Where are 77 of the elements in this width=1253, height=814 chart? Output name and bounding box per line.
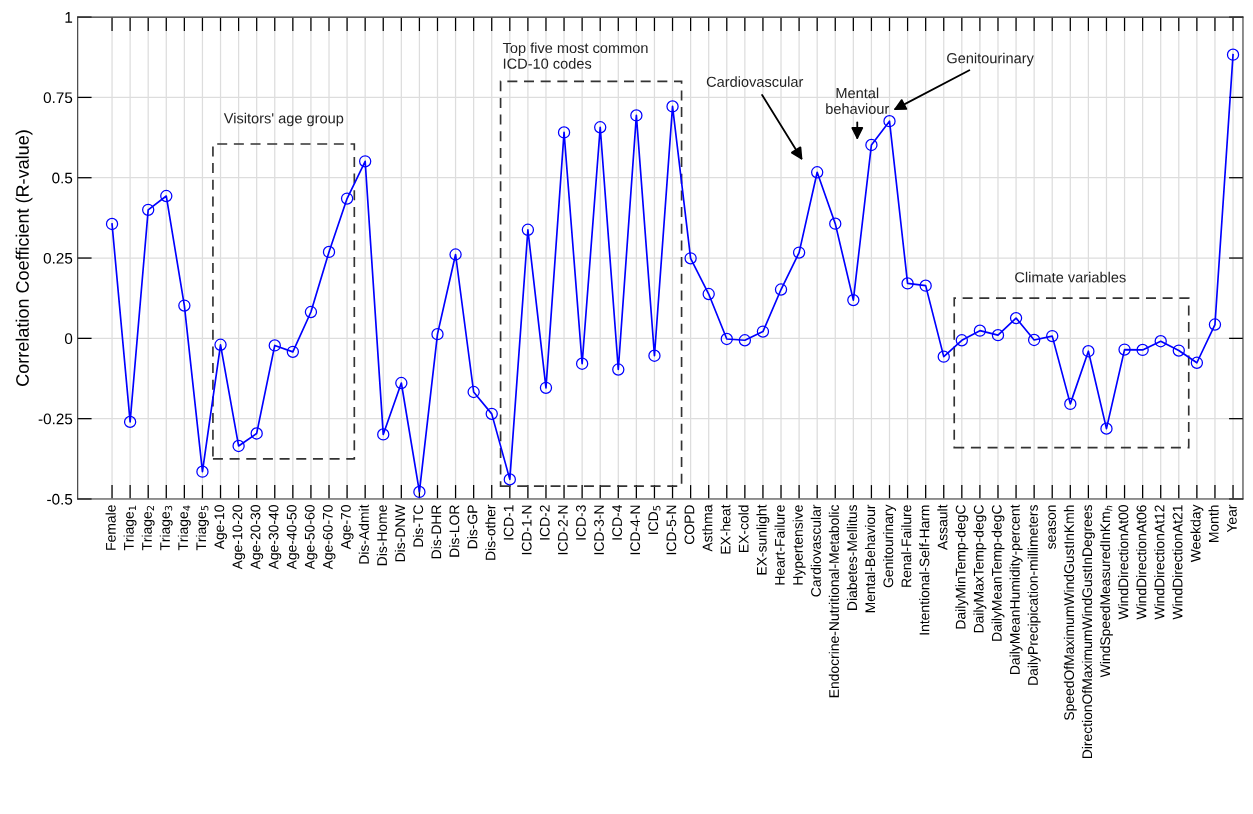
x-tick-label: ICD-3 — [576, 505, 586, 540]
x-tick-label: ICD-1 — [503, 505, 514, 540]
annotation: Mental behaviour — [826, 87, 890, 114]
x-tick-label: Weekday — [1190, 504, 1204, 563]
x-tick-label: Triage$_{5}$ — [195, 505, 209, 551]
x-tick-label: ICD-2 — [539, 505, 550, 540]
x-tick-label: Dis-DNW — [394, 504, 406, 562]
x-tick-label: Age-60-70 — [322, 505, 336, 570]
x-tick-label: WindDirectionAt00 — [1118, 505, 1129, 620]
x-tick-label: ICD-3-N — [594, 505, 604, 555]
annotation: Visitors' age group — [223, 112, 344, 127]
x-tick-label: Triage$_{4}$ — [177, 505, 191, 551]
x-tick-label: Diabetes-Mellitus — [846, 505, 858, 610]
y-tick-label: 0.5 — [52, 172, 73, 184]
y-tick-label: 0.25 — [43, 252, 73, 264]
y-tick-label: 1 — [65, 12, 73, 23]
x-tick-label: DailyPrecipication-millimeters — [1027, 505, 1041, 685]
x-tick-label: ICD-4-N — [630, 505, 641, 555]
x-tick-label: Age-30-40 — [268, 505, 282, 570]
x-tick-label: Dis-LOR — [449, 505, 460, 557]
x-tick-label: Dis-TC — [412, 505, 424, 547]
x-tick-label: Female — [105, 505, 116, 550]
x-tick-label: COPD — [684, 505, 695, 544]
x-tick-label: WindSpeedMeasuredInKm$_{h}$ — [1099, 505, 1113, 678]
x-tick-label: season — [1048, 505, 1056, 549]
x-tick-label: Triage$_{3}$ — [159, 505, 173, 551]
y-axis-title: Correlation Coefficient (R-value) — [15, 130, 33, 386]
y-tick-label: 0.75 — [43, 92, 73, 104]
x-tick-label: Dis-Home — [376, 505, 387, 566]
x-tick-label: Asthma — [702, 504, 713, 552]
x-tick-label: Genitourinary — [883, 504, 896, 588]
x-tick-label: Year — [1227, 504, 1237, 533]
x-tick-label: DirectionOfMaximumWindGustInDegrees — [1081, 505, 1095, 759]
x-tick-label: ICD$_{5}$ — [648, 505, 661, 534]
annotation: Top five most common ICD-10 codes — [502, 42, 648, 69]
x-tick-label: SpeedOfMaximumWindGustInKmh — [1063, 505, 1077, 721]
x-tick-label: EX-heat — [720, 504, 731, 554]
x-tick-label: Endocrine-Nutritional-Metabolic — [828, 504, 839, 698]
x-tick-label: Age-70 — [340, 505, 354, 550]
x-tick-label: Heart-Failure — [774, 505, 785, 585]
x-tick-label: Month — [1208, 505, 1219, 542]
y-tick-label: -0.25 — [38, 413, 73, 425]
x-tick-label: Renal-Failure — [901, 505, 912, 587]
x-tick-label: Mental-Behaviour — [864, 504, 876, 613]
x-tick-label: Age-10-20 — [232, 505, 246, 570]
x-tick-label: EX-sunlight — [756, 504, 770, 575]
annotation: Climate variables — [1015, 271, 1126, 283]
x-tick-label: Dis-Admit — [358, 504, 369, 564]
y-tick-label: 0 — [64, 333, 73, 345]
x-tick-label: WindDirectionAt12 — [1154, 505, 1165, 620]
x-tick-label: Hypertensive — [792, 505, 806, 585]
x-tick-label: WindDirectionAt21 — [1172, 505, 1183, 620]
x-tick-label: Age-40-50 — [286, 505, 300, 570]
x-tick-label: DailyMaxTemp-degC — [973, 505, 987, 633]
x-tick-label: Age-50-60 — [304, 505, 318, 570]
y-tick-label: -0.5 — [47, 493, 73, 505]
x-tick-label: Cardiovascular — [810, 504, 821, 597]
x-tick-label: EX-cold — [738, 505, 749, 553]
x-tick-label: DailyMeanTemp-degC — [991, 505, 1005, 641]
annotation: Cardiovascular — [706, 76, 804, 87]
x-tick-label: ICD-1-N — [521, 505, 532, 555]
x-tick-label: Dis-DHR — [431, 505, 442, 559]
x-tick-label: ICD-5-N — [666, 505, 677, 555]
x-tick-label: ICD-4 — [612, 504, 623, 540]
x-tick-label: Assault — [937, 504, 948, 551]
x-tick-label: Dis-GP — [467, 505, 478, 549]
x-tick-label: DailyMinTemp-degC — [955, 505, 969, 629]
x-tick-label: Triage$_{1}$ — [123, 505, 137, 551]
x-tick-label: Triage$_{2}$ — [141, 505, 155, 551]
x-tick-label: ICD-2-N — [557, 505, 568, 555]
x-tick-label: Dis-other — [485, 504, 496, 560]
annotation: Genitourinary — [947, 52, 1034, 67]
x-tick-label: Age-20-30 — [250, 505, 264, 570]
x-tick-label: WindDirectionAt06 — [1136, 505, 1147, 620]
x-tick-label: DailyMeanHumidity-percent — [1009, 504, 1023, 674]
x-tick-label: Intentional-Self-Harm — [919, 505, 930, 635]
x-tick-label: Age-10 — [214, 505, 227, 550]
